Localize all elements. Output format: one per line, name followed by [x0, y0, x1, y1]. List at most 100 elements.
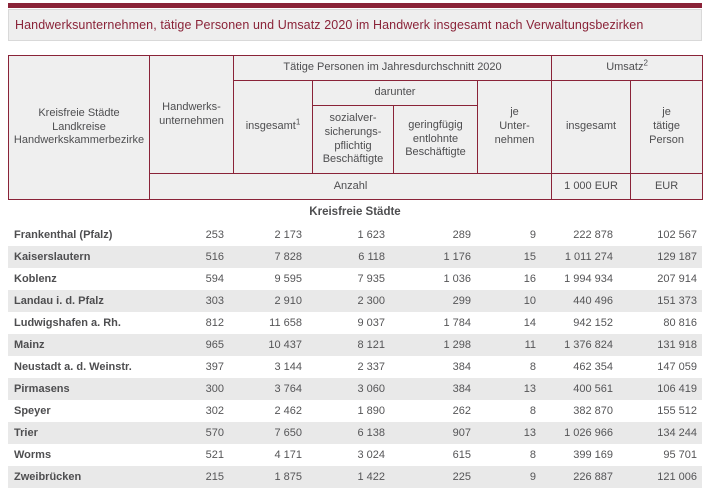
cell-taetige-insgesamt: 10 437: [268, 339, 302, 351]
cell-umsatz-insgesamt: 222 878: [573, 229, 613, 241]
cell-sv-pflichtig: 7 935: [357, 273, 385, 285]
cell-umsatz-je-person: 102 567: [657, 229, 697, 241]
cell-je-unternehmen: 16: [523, 273, 536, 285]
cell-sv-pflichtig: 8 121: [357, 339, 385, 351]
cell-sv-pflichtig: 1 890: [357, 405, 385, 417]
cell-sv-pflichtig: 2 300: [357, 295, 385, 307]
table-row: Koblenz 594 9 595 7 935 1 036 16 1 994 9…: [8, 268, 702, 290]
section-title: Kreisfreie Städte: [309, 206, 401, 218]
cell-sv-pflichtig: 2 337: [357, 361, 385, 373]
row-label: Worms: [14, 449, 52, 461]
cell-umsatz-je-person: 134 244: [657, 427, 697, 439]
row-label: Mainz: [14, 339, 45, 351]
cell-taetige-insgesamt: 2 462: [274, 405, 302, 417]
table-row: Worms 521 4 171 3 024 615 8 399 169 95 7…: [8, 444, 702, 466]
col-header-umsatz-insgesamt: insgesamt: [551, 80, 632, 174]
cell-handwerksunternehmen: 253: [205, 229, 224, 241]
cell-je-unternehmen: 9: [529, 229, 536, 241]
cell-umsatz-je-person: 151 373: [657, 295, 697, 307]
cell-handwerksunternehmen: 303: [205, 295, 224, 307]
cell-umsatz-insgesamt: 399 169: [573, 449, 613, 461]
title-bar: Handwerksunternehmen, tätige Personen un…: [8, 9, 702, 41]
cell-umsatz-insgesamt: 1 026 966: [564, 427, 613, 439]
row-label: Speyer: [14, 405, 51, 417]
cell-sv-pflichtig: 1 623: [357, 229, 385, 241]
cell-umsatz-insgesamt: 1 376 824: [564, 339, 613, 351]
cell-geringfuegig: 384: [452, 361, 471, 373]
umsatz-label: Umsatz: [606, 61, 644, 74]
cell-geringfuegig: 299: [452, 295, 471, 307]
cell-je-unternehmen: 14: [523, 317, 536, 329]
cell-handwerksunternehmen: 516: [205, 251, 224, 263]
table-row: Trier 570 7 650 6 138 907 13 1 026 966 1…: [8, 422, 702, 444]
data-rows: Frankenthal (Pfalz) 253 2 173 1 623 289 …: [8, 224, 702, 488]
table-row: Zweibrücken 215 1 875 1 422 225 9 226 88…: [8, 466, 702, 488]
table-row: Neustadt a. d. Weinstr. 397 3 144 2 337 …: [8, 356, 702, 378]
group-header-taetige-personen: Tätige Personen im Jahresdurchschnitt 20…: [232, 55, 553, 81]
cell-umsatz-je-person: 147 059: [657, 361, 697, 373]
cell-je-unternehmen: 13: [523, 427, 536, 439]
cell-geringfuegig: 907: [452, 427, 471, 439]
cell-umsatz-je-person: 80 816: [663, 317, 697, 329]
cell-umsatz-insgesamt: 226 887: [573, 471, 613, 483]
row-label: Koblenz: [14, 273, 57, 285]
col-header-sv-pflichtig: sozialver- sicherungs- pflichtig Beschäf…: [312, 105, 394, 174]
cell-taetige-insgesamt: 7 650: [274, 427, 302, 439]
cell-geringfuegig: 1 784: [443, 317, 471, 329]
col-header-geringfuegig: geringfügig entlohnte Beschäftigte: [393, 105, 478, 174]
cell-je-unternehmen: 11: [524, 339, 536, 351]
cell-geringfuegig: 262: [452, 405, 471, 417]
cell-handwerksunternehmen: 300: [205, 383, 224, 395]
page-title: Handwerksunternehmen, tätige Personen un…: [15, 18, 644, 32]
unit-eur: EUR: [630, 173, 704, 200]
cell-handwerksunternehmen: 570: [205, 427, 224, 439]
cell-umsatz-insgesamt: 382 870: [573, 405, 613, 417]
data-table: Frankenthal (Pfalz) 253 2 173 1 623 289 …: [8, 224, 702, 488]
table-row: Pirmasens 300 3 764 3 060 384 13 400 561…: [8, 378, 702, 400]
cell-umsatz-insgesamt: 1 011 274: [564, 251, 613, 263]
top-accent-bar: [8, 3, 702, 8]
row-label: Ludwigshafen a. Rh.: [14, 317, 121, 329]
col-header-insgesamt: insgesamt1: [233, 80, 313, 174]
cell-handwerksunternehmen: 594: [205, 273, 224, 285]
cell-umsatz-insgesamt: 942 152: [573, 317, 613, 329]
cell-umsatz-je-person: 121 006: [657, 471, 697, 483]
cell-taetige-insgesamt: 3 144: [274, 361, 302, 373]
table-row: Kaiserslautern 516 7 828 6 118 1 176 15 …: [8, 246, 702, 268]
cell-taetige-insgesamt: 2 910: [274, 295, 302, 307]
cell-handwerksunternehmen: 521: [205, 449, 224, 461]
row-label: Kaiserslautern: [14, 251, 91, 263]
cell-je-unternehmen: 9: [529, 471, 536, 483]
table-row: Frankenthal (Pfalz) 253 2 173 1 623 289 …: [8, 224, 702, 246]
cell-handwerksunternehmen: 302: [205, 405, 224, 417]
row-label: Pirmasens: [14, 383, 70, 395]
cell-geringfuegig: 1 298: [443, 339, 471, 351]
cell-umsatz-je-person: 129 187: [657, 251, 697, 263]
cell-taetige-insgesamt: 9 595: [274, 273, 302, 285]
cell-handwerksunternehmen: 397: [205, 361, 224, 373]
cell-sv-pflichtig: 6 138: [357, 427, 385, 439]
col-header-region: Kreisfreie Städte Landkreise Handwerkska…: [8, 55, 150, 200]
col-header-darunter: darunter: [312, 80, 478, 106]
cell-geringfuegig: 384: [452, 383, 471, 395]
cell-umsatz-je-person: 131 918: [657, 339, 697, 351]
cell-sv-pflichtig: 3 024: [357, 449, 385, 461]
cell-umsatz-je-person: 155 512: [657, 405, 697, 417]
cell-sv-pflichtig: 6 118: [358, 251, 385, 263]
row-label: Trier: [14, 427, 38, 439]
table-row: Ludwigshafen a. Rh. 812 11 658 9 037 1 7…: [8, 312, 702, 334]
cell-sv-pflichtig: 1 422: [357, 471, 385, 483]
table-row: Landau i. d. Pfalz 303 2 910 2 300 299 1…: [8, 290, 702, 312]
row-label: Landau i. d. Pfalz: [14, 295, 104, 307]
page: Handwerksunternehmen, tätige Personen un…: [8, 3, 704, 488]
col-header-unternehmen: Handwerks- unternehmen: [149, 55, 234, 174]
umsatz-footnote-marker: 2: [643, 58, 648, 68]
cell-taetige-insgesamt: 7 828: [274, 251, 302, 263]
cell-je-unternehmen: 8: [529, 449, 536, 461]
cell-taetige-insgesamt: 3 764: [274, 383, 302, 395]
cell-umsatz-insgesamt: 1 994 934: [564, 273, 613, 285]
cell-geringfuegig: 289: [452, 229, 471, 241]
cell-sv-pflichtig: 9 037: [357, 317, 385, 329]
cell-je-unternehmen: 8: [529, 361, 536, 373]
cell-handwerksunternehmen: 812: [205, 317, 224, 329]
